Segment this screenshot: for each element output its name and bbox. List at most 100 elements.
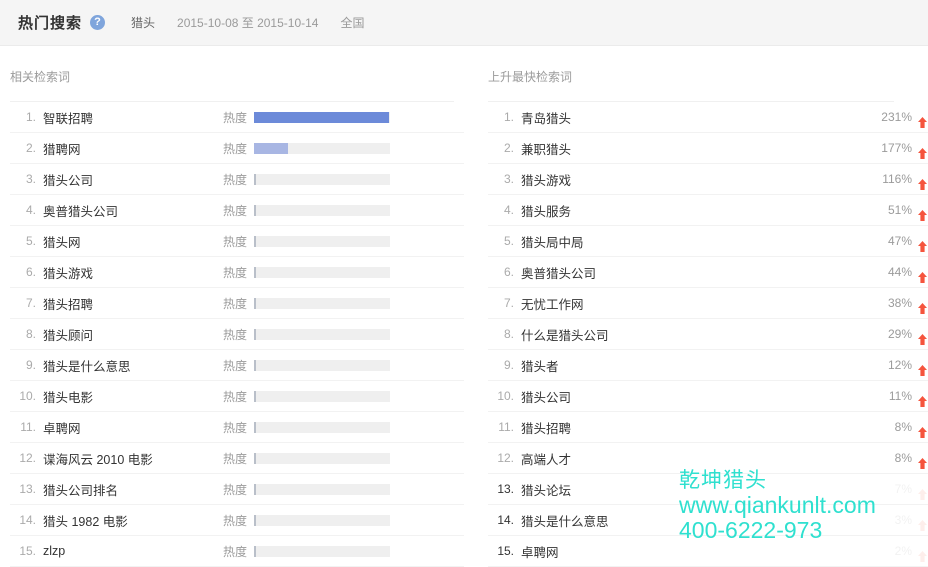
- search-term-link[interactable]: 猎头是什么意思: [43, 359, 131, 374]
- heat-bar-fill: [254, 390, 257, 402]
- heat-bar-fill: [254, 328, 257, 340]
- search-term-link[interactable]: 猎头网: [43, 235, 81, 250]
- row-rank: 8.: [25, 327, 36, 341]
- heat-label: 热度: [223, 389, 248, 404]
- change-percentage: 8%: [894, 420, 912, 434]
- search-term-link[interactable]: 猎头游戏: [521, 173, 572, 188]
- heat-label: 热度: [223, 265, 248, 280]
- table-row: 5. 猎头网 热度: [10, 226, 464, 257]
- search-term-link[interactable]: 猎头游戏: [43, 266, 94, 281]
- table-row: 7. 无忧工作网 38%: [488, 288, 928, 319]
- table-row: 1. 智联招聘 热度: [10, 102, 464, 133]
- question-mark-icon[interactable]: ?: [90, 15, 106, 30]
- change-percentage: 177%: [881, 141, 912, 155]
- search-term-link[interactable]: 什么是猎头公司: [521, 328, 609, 343]
- table-row: 9. 猎头者 12%: [488, 350, 928, 381]
- search-term-link[interactable]: 卓聘网: [43, 421, 81, 436]
- search-term-link[interactable]: 猎头招聘: [521, 421, 572, 436]
- row-rank: 4.: [25, 203, 36, 217]
- heat-bar-track: [254, 297, 391, 309]
- search-term-link[interactable]: 猎头公司排名: [43, 483, 119, 498]
- change-percentage: 116%: [882, 172, 912, 186]
- search-term-link[interactable]: 猎头局中局: [521, 235, 584, 250]
- filter-date-range[interactable]: 2015-10-08 至 2015-10-14: [177, 16, 319, 30]
- search-term-link[interactable]: 卓聘网: [521, 545, 559, 560]
- table-row: 14. 猎头是什么意思 3%: [488, 505, 928, 536]
- heat-bar-track: [254, 266, 391, 278]
- table-row: 14. 猎头 1982 电影 热度: [10, 505, 464, 536]
- row-rank: 15.: [497, 544, 514, 558]
- search-term-link[interactable]: 猎头者: [521, 359, 559, 374]
- heat-bar-track: [254, 328, 391, 340]
- search-term-link[interactable]: 高端人才: [521, 452, 572, 467]
- table-row: 6. 猎头游戏 热度: [10, 257, 464, 288]
- change-percentage: 47%: [887, 234, 912, 248]
- table-row: 11. 卓聘网 热度: [10, 412, 464, 443]
- heat-bar-fill: [254, 173, 257, 185]
- table-row: 15. zlzp 热度: [10, 536, 464, 567]
- heat-label: 热度: [223, 358, 248, 373]
- search-term-link[interactable]: 青岛猎头: [521, 111, 572, 126]
- search-term-link[interactable]: 兼职猎头: [521, 142, 572, 157]
- change-percentage: 231%: [881, 110, 912, 124]
- row-rank: 7.: [503, 296, 514, 310]
- change-percentage: 29%: [887, 327, 912, 341]
- search-term-link[interactable]: 猎头服务: [521, 204, 572, 219]
- table-row: 9. 猎头是什么意思 热度: [10, 350, 464, 381]
- search-term-link[interactable]: 无忧工作网: [521, 297, 584, 312]
- search-term-link[interactable]: 奥普猎头公司: [521, 266, 597, 281]
- heat-label: 热度: [223, 110, 248, 125]
- related-terms-list: 1. 智联招聘 热度 2. 猎聘网 热度 3. 猎头公司 热度 4. 奥普猎头公司 热度 5. 猎头网 热度…: [10, 102, 464, 567]
- heat-bar-track: [254, 545, 391, 557]
- table-row: 13. 猎头公司排名 热度: [10, 474, 464, 505]
- search-term-link[interactable]: 猎聘网: [43, 142, 81, 157]
- row-rank: 3.: [25, 172, 36, 186]
- change-percentage: 8%: [894, 451, 912, 465]
- change-percentage: 38%: [887, 296, 912, 310]
- heat-bar-fill: [254, 452, 257, 464]
- search-term-link[interactable]: 猎头 1982 电影: [43, 514, 128, 529]
- search-term-link[interactable]: 猎头公司: [43, 173, 94, 188]
- table-row: 8. 猎头顾问 热度: [10, 319, 464, 350]
- search-term-link[interactable]: 谍海风云 2010 电影: [43, 452, 153, 467]
- row-rank: 13.: [19, 482, 36, 496]
- row-rank: 1.: [503, 110, 514, 124]
- search-term-link[interactable]: 猎头公司: [521, 390, 572, 405]
- table-row: 5. 猎头局中局 47%: [488, 226, 928, 257]
- search-term-link[interactable]: 猎头论坛: [521, 483, 572, 498]
- table-row: 13. 猎头论坛 7%: [488, 474, 928, 505]
- search-term-link[interactable]: zlzp: [43, 544, 66, 558]
- row-rank: 14.: [19, 513, 36, 527]
- table-row: 12. 谍海风云 2010 电影 热度: [10, 443, 464, 474]
- row-rank: 10.: [19, 389, 36, 403]
- heat-label: 热度: [223, 203, 248, 218]
- heat-label: 热度: [223, 327, 248, 342]
- row-rank: 13.: [497, 482, 514, 496]
- table-row: 3. 猎头游戏 116%: [488, 164, 928, 195]
- heat-label: 热度: [223, 172, 248, 187]
- filter-keyword[interactable]: 猎头: [131, 16, 156, 30]
- heat-label: 热度: [223, 234, 248, 249]
- heat-label: 热度: [223, 451, 248, 466]
- heat-bar-track: [254, 235, 391, 247]
- search-term-link[interactable]: 智联招聘: [43, 111, 94, 126]
- table-row: 8. 什么是猎头公司 29%: [488, 319, 928, 350]
- search-term-link[interactable]: 猎头是什么意思: [521, 514, 609, 529]
- row-rank: 1.: [25, 110, 36, 124]
- table-row: 7. 猎头招聘 热度: [10, 288, 464, 319]
- related-terms-title: 相关检索词: [10, 68, 454, 102]
- search-term-link[interactable]: 猎头顾问: [43, 328, 94, 343]
- heat-bar-track: [254, 142, 391, 154]
- row-rank: 11.: [498, 420, 514, 434]
- search-term-link[interactable]: 猎头招聘: [43, 297, 94, 312]
- search-term-link[interactable]: 猎头电影: [43, 390, 94, 405]
- heat-label: 热度: [223, 482, 248, 497]
- heat-bar-fill: [254, 359, 257, 371]
- change-percentage: 11%: [888, 389, 912, 403]
- filter-region[interactable]: 全国: [340, 16, 365, 30]
- heat-label: 热度: [223, 141, 248, 156]
- change-percentage: 3%: [894, 513, 912, 527]
- search-term-link[interactable]: 奥普猎头公司: [43, 204, 119, 219]
- heat-bar-fill: [254, 421, 257, 433]
- heat-label: 热度: [223, 513, 248, 528]
